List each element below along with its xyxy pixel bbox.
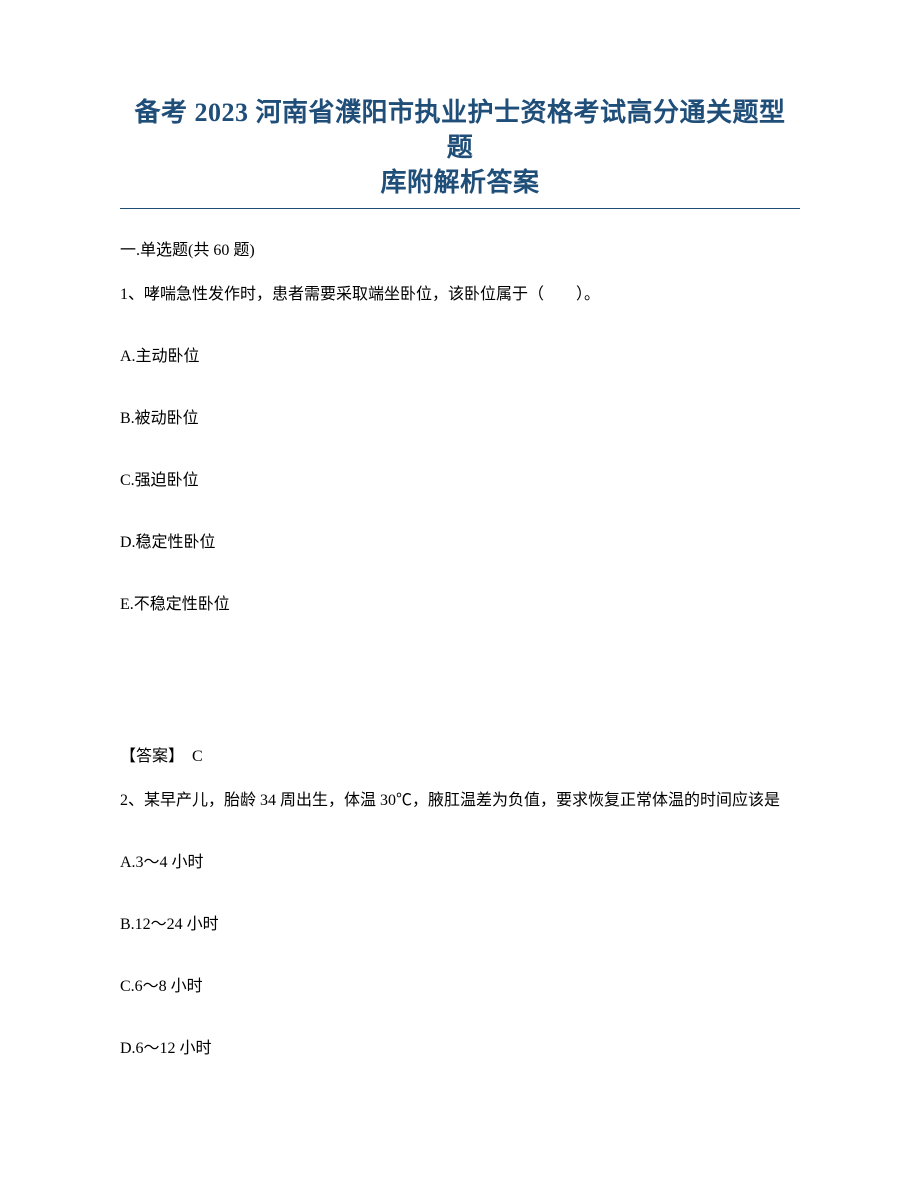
question-2-number: 2、 — [120, 792, 144, 809]
question-1-stem: 1、哮喘急性发作时，患者需要采取端坐卧位，该卧位属于（ ）。 — [120, 283, 800, 307]
title-line-2: 库附解析答案 — [130, 165, 790, 200]
exam-page: 备考 2023 河南省濮阳市执业护士资格考试高分通关题型题 库附解析答案 一.单… — [0, 0, 920, 1191]
question-2-option-a: A.3～4 小时 — [120, 851, 800, 875]
answer-label: 【答案】 — [120, 748, 184, 765]
section-header: 一.单选题(共 60 题) — [120, 239, 800, 263]
question-2-option-b: B.12～24 小时 — [120, 913, 800, 937]
document-title: 备考 2023 河南省濮阳市执业护士资格考试高分通关题型题 库附解析答案 — [120, 95, 800, 208]
question-2-text: 某早产儿，胎龄 34 周出生，体温 30℃，腋肛温差为负值，要求恢复正常体温的时… — [144, 792, 780, 809]
title-line-1: 备考 2023 河南省濮阳市执业护士资格考试高分通关题型题 — [130, 95, 790, 165]
question-1-option-e: E.不稳定性卧位 — [120, 593, 800, 617]
question-1-number: 1、 — [120, 286, 144, 303]
question-2-option-c: C.6～8 小时 — [120, 975, 800, 999]
question-1-option-c: C.强迫卧位 — [120, 469, 800, 493]
question-1-option-d: D.稳定性卧位 — [120, 531, 800, 555]
question-2-stem: 2、某早产儿，胎龄 34 周出生，体温 30℃，腋肛温差为负值，要求恢复正常体温… — [120, 789, 800, 813]
question-1-option-b: B.被动卧位 — [120, 407, 800, 431]
answer-value: C — [192, 748, 203, 765]
question-1-option-a: A.主动卧位 — [120, 345, 800, 369]
question-1-answer: 【答案】 C — [120, 745, 800, 769]
question-1-text: 哮喘急性发作时，患者需要采取端坐卧位，该卧位属于（ ）。 — [144, 286, 600, 303]
question-2-option-d: D.6～12 小时 — [120, 1037, 800, 1061]
spacer — [120, 655, 800, 725]
title-underline — [120, 208, 800, 209]
